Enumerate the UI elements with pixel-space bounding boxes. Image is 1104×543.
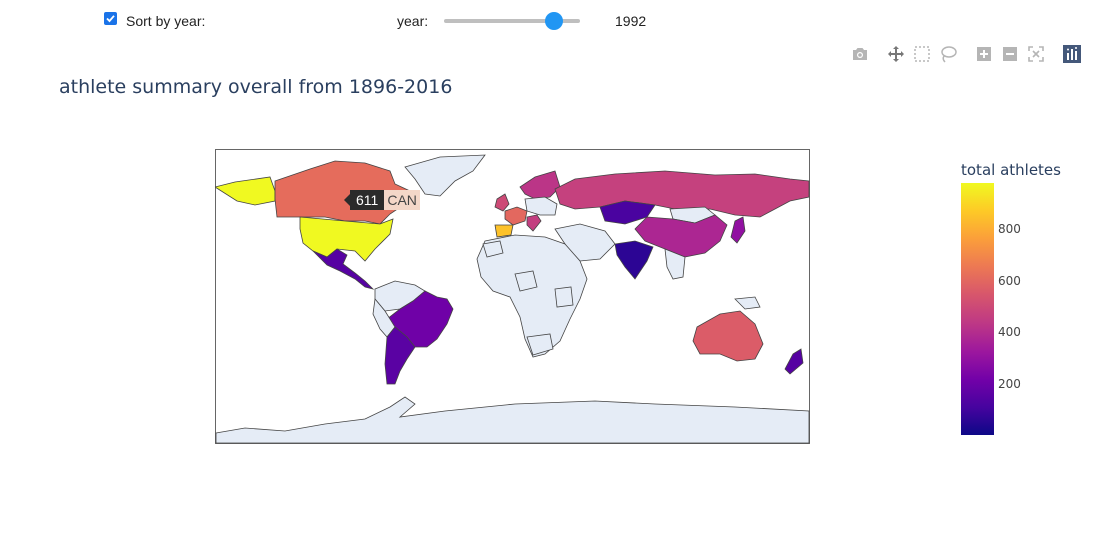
lasso-icon[interactable] <box>938 44 958 64</box>
hover-location: CAN <box>384 190 420 210</box>
colorbar-title: total athletes <box>961 161 1061 179</box>
reset-view-icon[interactable] <box>1026 44 1046 64</box>
sort-by-year-label: Sort by year: <box>126 13 206 29</box>
region-usa-alaska <box>215 176 276 206</box>
region-gbr <box>494 193 510 212</box>
region-zaf <box>526 333 554 356</box>
region-arg <box>384 326 416 385</box>
colorbar <box>961 183 994 435</box>
region-eur-east <box>524 196 558 216</box>
region-aus <box>692 310 764 362</box>
region-mar <box>482 240 504 258</box>
zoom-in-icon[interactable] <box>974 44 994 64</box>
camera-icon[interactable] <box>850 44 870 64</box>
controls-bar: Sort by year: year: 1992 <box>0 0 1104 40</box>
sort-by-year-checkbox[interactable] <box>104 12 117 25</box>
region-mex <box>312 248 375 290</box>
region-esp <box>494 224 514 238</box>
colorbar-tick-label: 200 <box>998 376 1021 391</box>
region-nga <box>514 270 538 292</box>
region-sea <box>664 248 686 280</box>
region-ind <box>614 240 654 280</box>
checkmark-icon <box>106 15 115 23</box>
region-greenland <box>404 154 486 197</box>
year-label: year: <box>397 13 429 29</box>
region-ken <box>554 286 574 308</box>
zoom-out-icon[interactable] <box>1000 44 1020 64</box>
box-select-icon[interactable] <box>912 44 932 64</box>
year-value: 1992 <box>615 13 647 29</box>
colorbar-tick-label: 400 <box>998 325 1021 340</box>
region-nzl <box>784 348 804 375</box>
region-jpn <box>730 216 746 244</box>
choropleth-map[interactable] <box>215 149 810 444</box>
plotly-logo-icon[interactable] <box>1062 44 1082 64</box>
region-png <box>734 296 761 310</box>
region-fra <box>504 206 528 226</box>
region-chn <box>634 214 728 258</box>
region-antarctica <box>215 396 810 444</box>
year-slider-thumb[interactable] <box>545 12 564 30</box>
colorbar-tick-label: 800 <box>998 222 1021 237</box>
hover-value: 611 <box>343 190 385 210</box>
year-slider-track[interactable] <box>444 19 580 23</box>
region-sca <box>519 170 561 200</box>
hover-label: 611 CAN <box>343 190 420 210</box>
region-ita <box>526 214 542 232</box>
region-usa <box>299 216 394 262</box>
figure-title: athlete summary overall from 1896-2016 <box>59 76 453 98</box>
pan-icon[interactable] <box>886 44 906 64</box>
colorbar-tick-label: 600 <box>998 273 1021 288</box>
